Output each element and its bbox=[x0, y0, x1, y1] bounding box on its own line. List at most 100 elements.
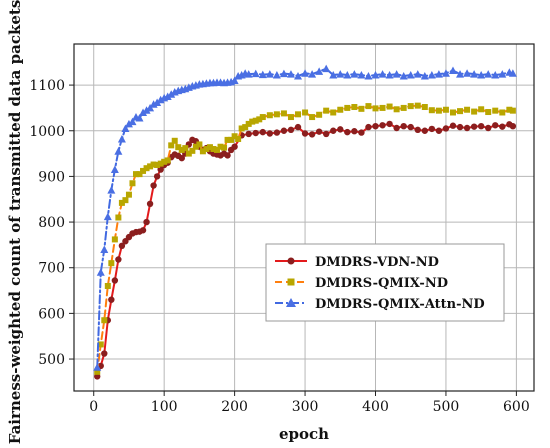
data-point bbox=[357, 71, 366, 79]
data-point bbox=[477, 122, 485, 130]
series-layer bbox=[93, 64, 517, 380]
x-tick-label: 100 bbox=[151, 399, 178, 415]
data-point bbox=[117, 134, 126, 143]
data-point bbox=[125, 191, 132, 198]
data-point bbox=[309, 114, 316, 121]
data-point bbox=[485, 109, 492, 116]
data-point bbox=[167, 90, 176, 98]
data-point bbox=[196, 141, 203, 148]
data-point bbox=[302, 109, 309, 116]
data-point bbox=[400, 122, 407, 130]
legend-box bbox=[265, 243, 505, 322]
data-point bbox=[178, 154, 185, 162]
data-point bbox=[301, 130, 309, 137]
data-point bbox=[351, 104, 358, 111]
legend-label-qmix: DMDRS-QMIX-ND bbox=[315, 276, 448, 291]
x-tick-label: 600 bbox=[503, 399, 530, 415]
data-point bbox=[231, 133, 238, 140]
data-point bbox=[371, 71, 380, 79]
data-point bbox=[178, 146, 185, 153]
data-point bbox=[364, 71, 373, 80]
data-point bbox=[279, 69, 288, 78]
data-point bbox=[427, 71, 436, 79]
data-point bbox=[379, 122, 386, 129]
data-point bbox=[118, 199, 125, 206]
data-point bbox=[392, 70, 401, 78]
data-point bbox=[228, 136, 235, 143]
data-point bbox=[111, 236, 118, 243]
data-point bbox=[386, 120, 393, 128]
x-tick-label: 200 bbox=[221, 399, 248, 415]
data-point bbox=[163, 92, 172, 101]
data-point bbox=[407, 103, 414, 110]
data-point bbox=[379, 104, 386, 111]
data-point bbox=[485, 124, 492, 132]
data-point bbox=[101, 317, 108, 324]
data-point bbox=[435, 127, 443, 134]
data-point bbox=[139, 227, 147, 234]
data-point bbox=[189, 147, 196, 154]
data-point bbox=[449, 122, 457, 129]
legend-entry-qmix: DMDRS-QMIX-ND bbox=[275, 276, 448, 291]
data-point bbox=[153, 98, 162, 106]
data-point bbox=[365, 123, 372, 131]
data-point bbox=[161, 158, 168, 165]
data-point bbox=[456, 70, 465, 78]
data-point bbox=[344, 104, 351, 111]
data-point bbox=[154, 161, 161, 168]
data-point bbox=[128, 117, 137, 126]
x-tick-label: 500 bbox=[433, 399, 460, 415]
data-point bbox=[330, 127, 337, 134]
data-point bbox=[103, 212, 112, 221]
data-point bbox=[258, 70, 267, 79]
data-point bbox=[114, 147, 123, 155]
data-point bbox=[139, 108, 148, 116]
data-point bbox=[206, 144, 213, 151]
y-tick-label: 800 bbox=[38, 215, 65, 231]
y-tick-label: 600 bbox=[38, 306, 65, 322]
data-point bbox=[280, 110, 287, 117]
data-point bbox=[242, 124, 249, 131]
data-point bbox=[386, 103, 393, 110]
data-point bbox=[343, 71, 352, 79]
y-tick-label: 1000 bbox=[29, 124, 65, 140]
data-point bbox=[101, 350, 108, 357]
data-point bbox=[316, 111, 323, 118]
legend-label-vdn: DMDRS-VDN-ND bbox=[315, 255, 439, 270]
data-point bbox=[199, 148, 206, 155]
data-point bbox=[294, 123, 302, 131]
data-point bbox=[358, 105, 365, 112]
data-point bbox=[463, 124, 471, 132]
data-point bbox=[147, 163, 154, 170]
data-point bbox=[110, 165, 119, 174]
data-point bbox=[259, 128, 266, 136]
data-point bbox=[111, 277, 119, 284]
data-point bbox=[414, 126, 421, 134]
data-point bbox=[121, 124, 130, 132]
y-tick-label: 1100 bbox=[29, 78, 65, 94]
data-point bbox=[448, 66, 457, 74]
data-point bbox=[337, 126, 344, 133]
data-point bbox=[97, 341, 104, 348]
data-point bbox=[245, 130, 252, 138]
data-point bbox=[323, 107, 330, 114]
data-point bbox=[146, 200, 154, 208]
data-point bbox=[372, 122, 379, 130]
data-point bbox=[509, 122, 517, 130]
data-point bbox=[399, 71, 408, 80]
data-point bbox=[508, 69, 517, 77]
data-point bbox=[96, 268, 105, 276]
data-point bbox=[238, 125, 245, 132]
data-point bbox=[217, 143, 224, 150]
data-point bbox=[434, 70, 443, 78]
data-point bbox=[393, 106, 400, 113]
data-point bbox=[406, 71, 415, 79]
data-point bbox=[477, 71, 486, 79]
data-point bbox=[108, 260, 115, 267]
data-point bbox=[244, 70, 253, 78]
data-point bbox=[153, 173, 161, 180]
data-point bbox=[135, 113, 144, 122]
data-point bbox=[231, 143, 238, 150]
data-point bbox=[336, 70, 345, 78]
data-point bbox=[492, 107, 499, 114]
